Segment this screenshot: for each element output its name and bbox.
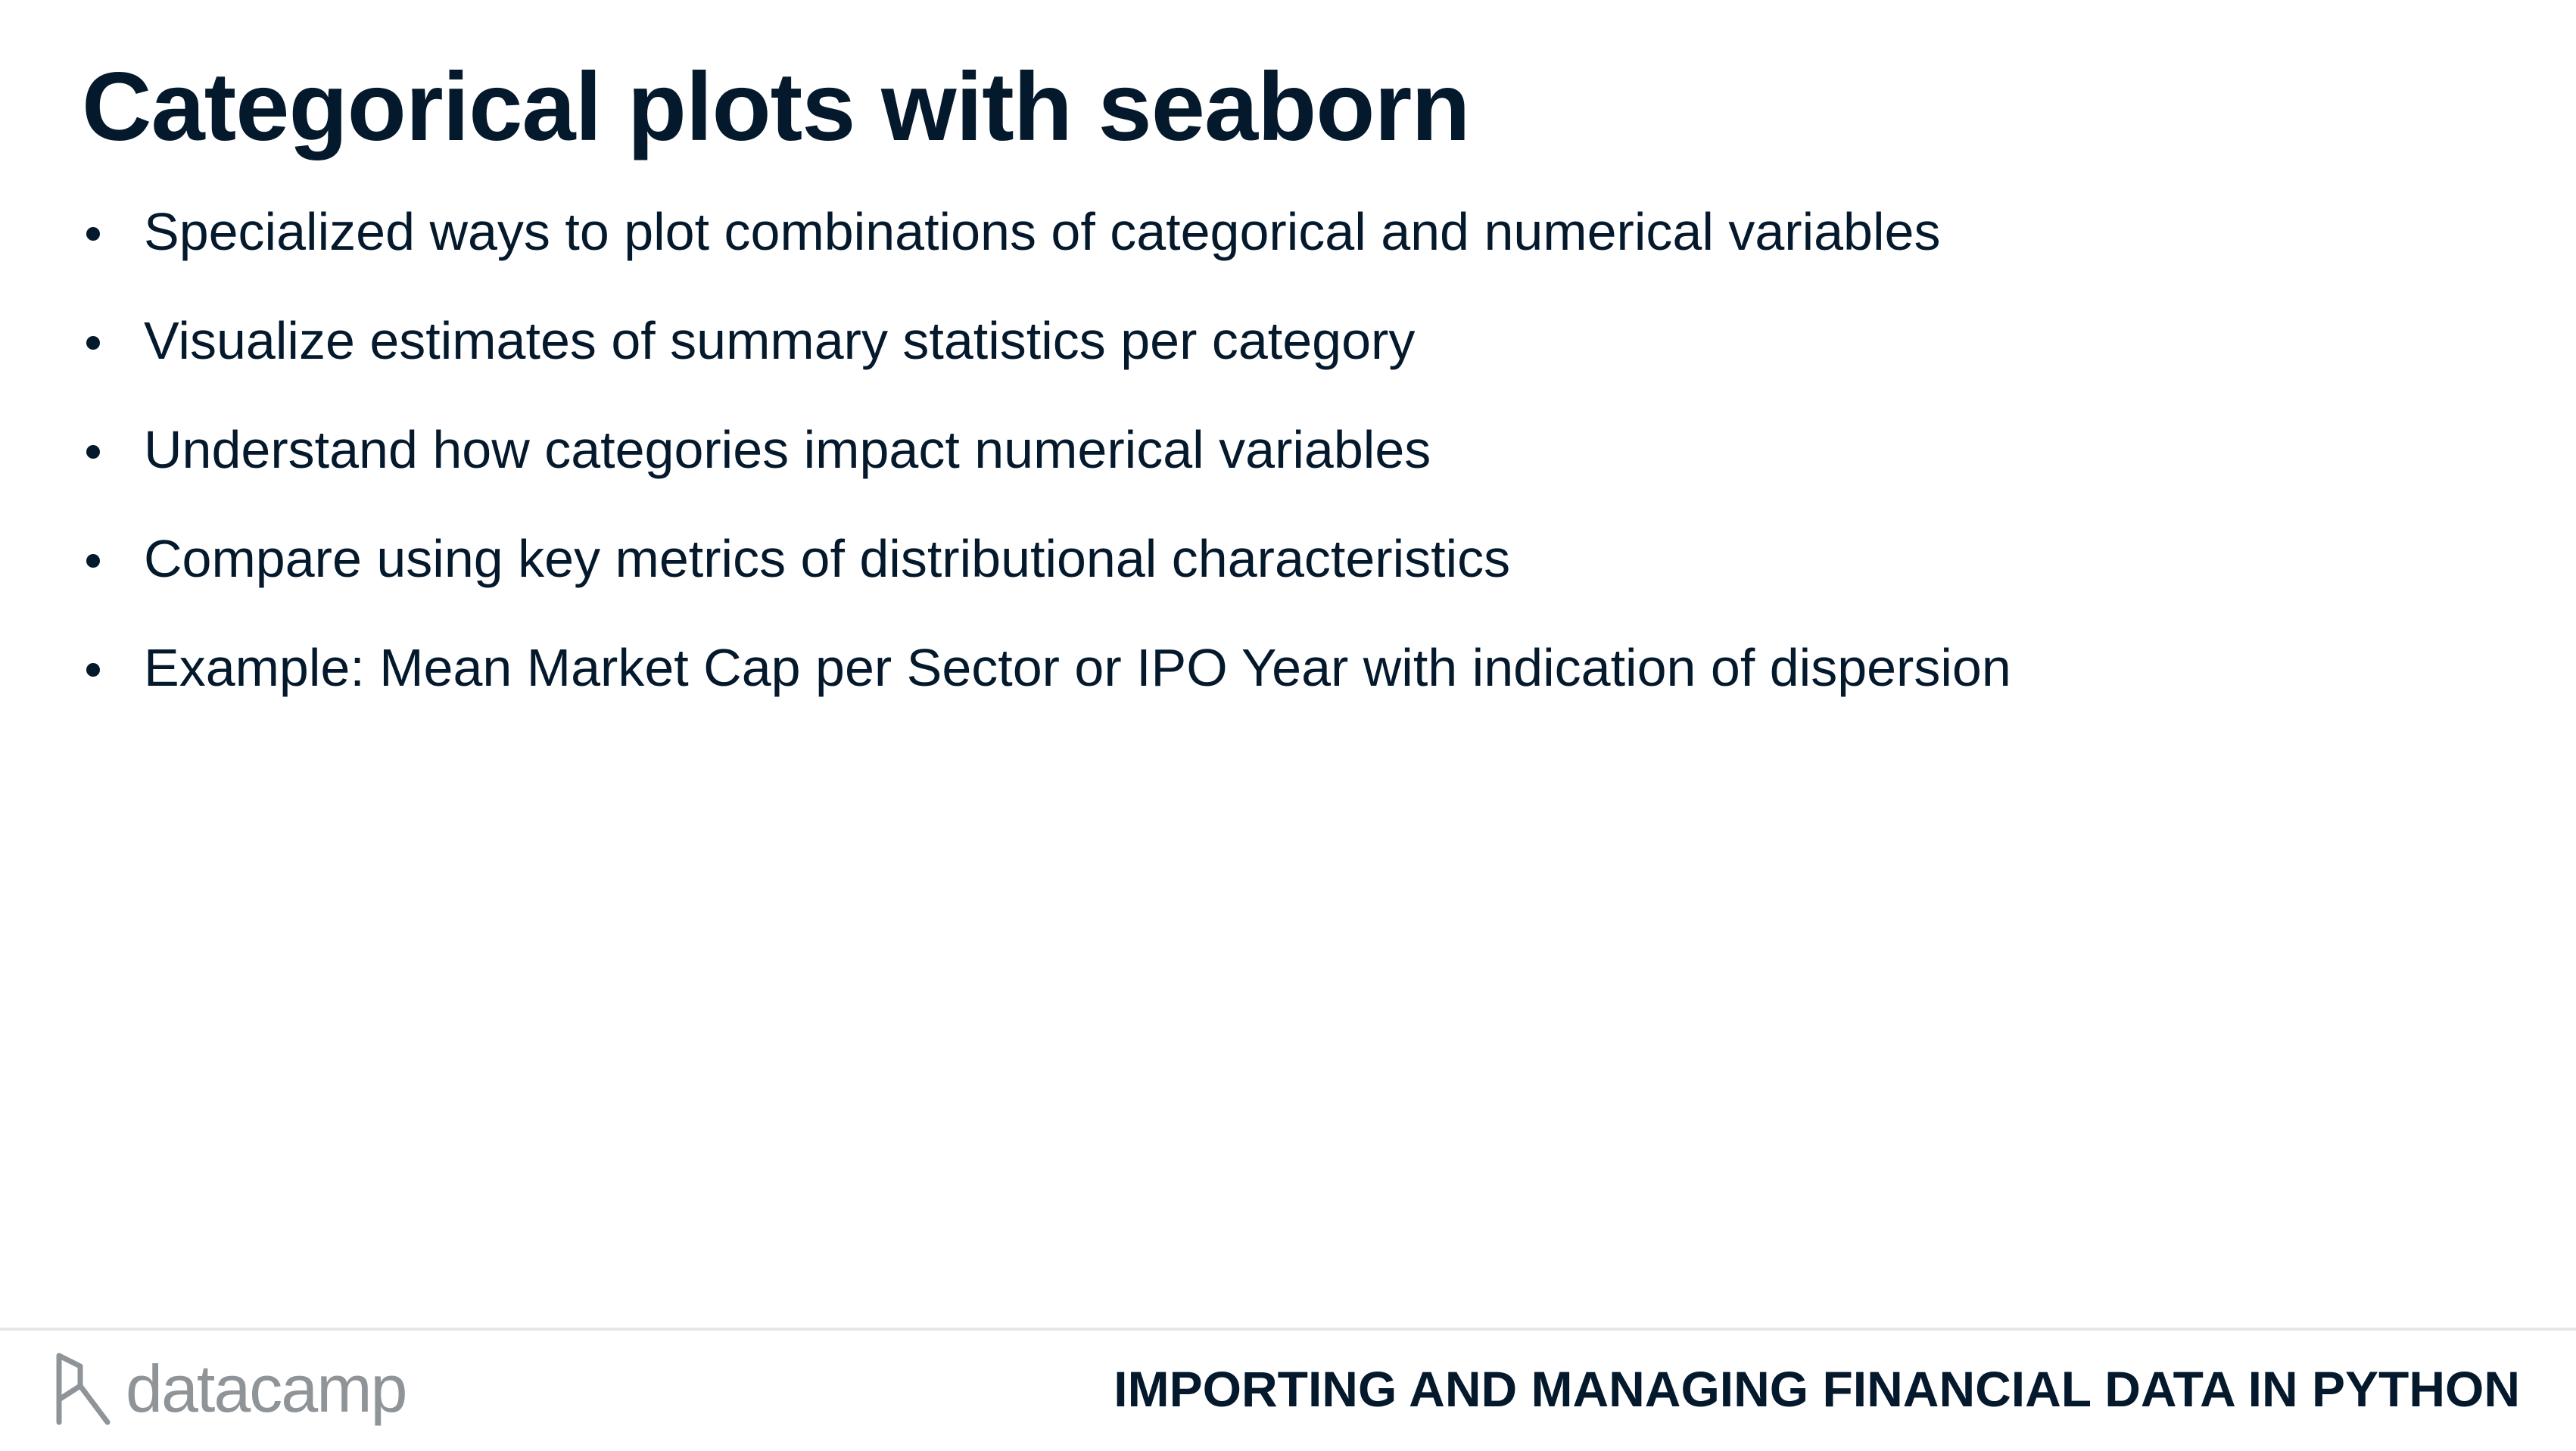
course-title: IMPORTING AND MANAGING FINANCIAL DATA IN…: [1114, 1361, 2520, 1417]
datacamp-logo: datacamp: [53, 1347, 407, 1431]
bullet-item: Visualize estimates of summary statistic…: [82, 298, 2011, 407]
datacamp-logo-icon: [56, 1353, 111, 1425]
bullet-item: Compare using key metrics of distributio…: [82, 516, 2011, 625]
footer-divider: [0, 1328, 2576, 1331]
bullet-item: Understand how categories impact numeric…: [82, 407, 2011, 516]
bullet-list: Specialized ways to plot combinations of…: [82, 189, 2011, 734]
bullet-item: Example: Mean Market Cap per Sector or I…: [82, 625, 2011, 734]
slide-title: Categorical plots with seaborn: [82, 53, 1470, 161]
bullet-item: Specialized ways to plot combinations of…: [82, 189, 2011, 298]
datacamp-logo-text: datacamp: [126, 1351, 407, 1426]
